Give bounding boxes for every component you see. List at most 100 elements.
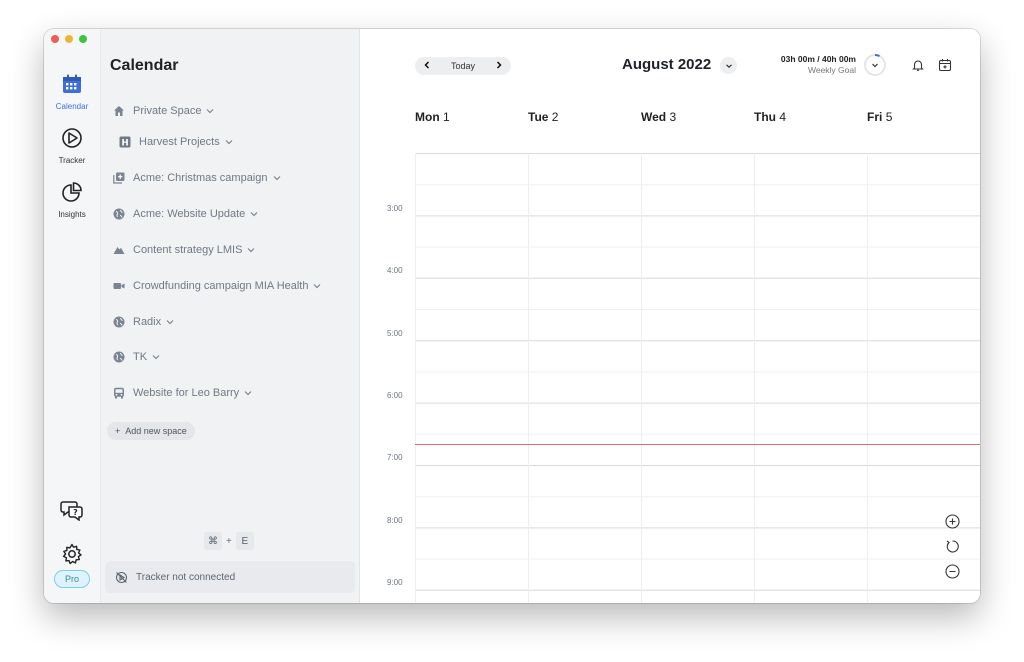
- zoom-in-button[interactable]: [942, 511, 962, 531]
- sidebar-project-leo-barry[interactable]: Website for Leo Barry: [113, 387, 252, 399]
- pro-badge[interactable]: Pro: [54, 570, 90, 588]
- sidebar-project-content-strategy[interactable]: Content strategy LMIS: [113, 244, 255, 256]
- sidebar-title: Calendar: [110, 57, 179, 74]
- day-header-wed[interactable]: Wed 3: [641, 110, 676, 124]
- chevron-right-icon: [496, 61, 502, 69]
- calendar-grid[interactable]: [415, 147, 980, 603]
- rail-label-calendar: Calendar: [55, 102, 89, 111]
- window-controls: [51, 35, 87, 43]
- bus-icon: [113, 387, 125, 399]
- sidebar-item-harvest-projects[interactable]: H Harvest Projects: [119, 136, 233, 148]
- keyboard-shortcut-hint: ⌘ + E: [204, 532, 254, 550]
- tracker-status-bar[interactable]: Tracker not connected: [105, 561, 355, 593]
- day-name: Mon: [415, 110, 440, 124]
- prev-week-button[interactable]: [423, 61, 431, 71]
- chevron-down-icon: [725, 63, 732, 68]
- sidebar-item-label: Harvest Projects: [139, 136, 220, 148]
- zoom-out-icon: [944, 563, 960, 579]
- day-header-mon[interactable]: Mon 1: [415, 110, 450, 124]
- add-event-button[interactable]: [938, 58, 952, 77]
- day-number: 3: [669, 110, 677, 124]
- reset-icon: [946, 539, 959, 553]
- day-name: Tue: [528, 110, 549, 124]
- sidebar-project-tk[interactable]: TK: [113, 351, 160, 363]
- today-button[interactable]: Today: [450, 61, 476, 71]
- rail-label-tracker: Tracker: [58, 156, 86, 165]
- reset-zoom-button[interactable]: [942, 536, 962, 556]
- current-time-line: [415, 444, 980, 445]
- day-number: 2: [551, 110, 559, 124]
- minimize-window-button[interactable]: [65, 35, 73, 43]
- mountain-icon: [113, 244, 125, 256]
- day-number: 4: [779, 110, 787, 124]
- video-icon: [113, 280, 125, 292]
- sidebar-project-crowdfunding[interactable]: Crowdfunding campaign MIA Health: [113, 280, 321, 292]
- day-number: 1: [443, 110, 450, 124]
- goal-ring-progress: [864, 54, 886, 76]
- rail-item-tracker[interactable]: Tracker: [44, 127, 100, 165]
- rail-label-insights: Insights: [58, 210, 86, 219]
- time-label-6: 6:00: [387, 391, 403, 400]
- day-header-thu[interactable]: Thu 4: [754, 110, 786, 124]
- chevron-down-icon: [225, 140, 233, 145]
- zoom-out-button[interactable]: [942, 561, 962, 581]
- month-picker-button[interactable]: [720, 57, 737, 74]
- month-title: August 2022: [622, 56, 712, 73]
- sidebar-project-website-update[interactable]: Acme: Website Update: [113, 208, 258, 220]
- nav-rail: Calendar Tracker Insights ? Pro: [44, 29, 101, 603]
- date-navigator: Today: [415, 57, 511, 75]
- tracker-status-text: Tracker not connected: [136, 571, 236, 583]
- time-label-4: 4:00: [387, 266, 403, 275]
- weekly-goal-hours: 03h 00m / 40h 00m: [780, 54, 856, 64]
- chevron-down-icon: [166, 320, 174, 325]
- goal-ring-track: [864, 54, 886, 76]
- next-week-button[interactable]: [495, 61, 503, 71]
- sidebar-item-label: TK: [133, 351, 148, 363]
- rail-item-calendar[interactable]: Calendar: [44, 73, 100, 111]
- sidebar-item-label: Radix: [133, 316, 162, 328]
- help-button[interactable]: ?: [44, 499, 100, 526]
- sidebar-project-radix[interactable]: Radix: [113, 316, 174, 328]
- time-label-8: 8:00: [387, 516, 403, 525]
- shortcut-plus: +: [226, 535, 232, 547]
- weekly-goal-progress-button[interactable]: [863, 53, 887, 82]
- close-window-button[interactable]: [51, 35, 59, 43]
- harvest-icon: H: [119, 136, 131, 148]
- calendar-add-icon: [938, 59, 952, 72]
- chevron-down-icon: [872, 63, 878, 68]
- chevron-down-icon: [248, 248, 255, 253]
- sidebar-item-label: Content strategy LMIS: [133, 244, 243, 256]
- sidebar-item-label: Crowdfunding campaign MIA Health: [133, 280, 309, 292]
- sidebar-item-label: Acme: Christmas campaign: [133, 172, 268, 184]
- add-new-space-button[interactable]: + Add new space: [107, 422, 195, 440]
- day-name: Thu: [754, 110, 776, 124]
- bell-icon: [912, 60, 924, 71]
- time-label-9: 9:00: [387, 578, 403, 587]
- command-key: ⌘: [204, 532, 222, 550]
- settings-button[interactable]: [44, 543, 100, 570]
- chevron-down-icon: [250, 212, 258, 217]
- chevron-down-icon: [207, 109, 214, 114]
- help-chat-icon: ?: [60, 499, 84, 526]
- home-icon: [113, 105, 125, 117]
- sidebar-project-christmas-campaign[interactable]: Acme: Christmas campaign: [113, 172, 281, 184]
- calendar-icon: [61, 73, 83, 100]
- app-window: Calendar Tracker Insights ? Pro Ca: [44, 29, 980, 603]
- notifications-button[interactable]: [911, 58, 925, 77]
- add-new-space-label: Add new space: [125, 426, 187, 436]
- zoom-in-icon: [944, 513, 960, 529]
- day-number: 5: [885, 110, 893, 124]
- globe-icon: [113, 351, 125, 363]
- time-label-3: 3:00: [387, 204, 403, 213]
- sidebar-item-label: Acme: Website Update: [133, 208, 246, 220]
- zoom-window-button[interactable]: [79, 35, 87, 43]
- day-header-fri[interactable]: Fri 5: [867, 110, 892, 124]
- rail-item-insights[interactable]: Insights: [44, 181, 100, 219]
- tracker-disconnected-icon: [115, 571, 128, 584]
- sidebar-item-private-space[interactable]: Private Space: [113, 105, 214, 117]
- day-header-tue[interactable]: Tue 2: [528, 110, 558, 124]
- globe-icon: [113, 316, 125, 328]
- day-name: Wed: [641, 110, 667, 124]
- chevron-down-icon: [244, 391, 252, 396]
- chevron-down-icon: [314, 284, 321, 289]
